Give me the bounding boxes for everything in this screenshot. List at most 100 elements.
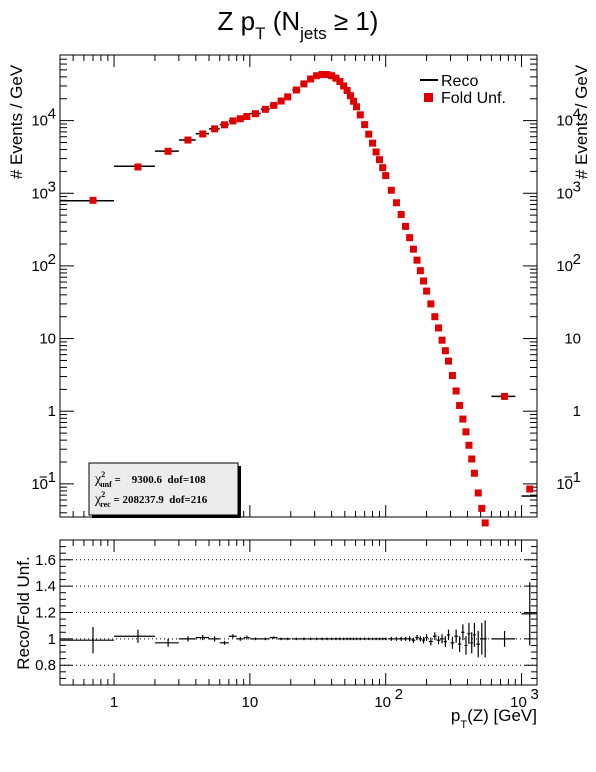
fold-unf-marker	[445, 357, 453, 365]
fold-unf-marker	[452, 387, 460, 395]
legend-reco-label: Reco	[441, 73, 478, 90]
x-tick-label: 10	[374, 694, 391, 711]
main-plot-frame	[59, 54, 538, 518]
fold-unf-marker	[481, 519, 489, 527]
fold-unf-marker	[431, 313, 439, 321]
fold-unf-marker	[361, 121, 369, 129]
legend-fold-unf-label: Fold Unf.	[441, 90, 506, 107]
main-y-axis-title-left: # Events / GeV	[7, 64, 26, 179]
x-tick-label: 10	[242, 694, 259, 711]
fold-unf-marker	[340, 82, 348, 90]
fold-unf-marker	[353, 103, 361, 111]
chi2-box	[88, 462, 239, 516]
fold-unf-marker	[462, 428, 470, 436]
fold-unf-marker	[387, 186, 395, 194]
y-tick-label: 10	[556, 113, 573, 130]
y-tick-label: 10	[556, 476, 573, 493]
fold-unf-marker	[372, 148, 380, 156]
x-tick-label-exponent: 2	[395, 686, 403, 703]
fold-unf-marker	[459, 415, 467, 423]
y-tick-label-exponent: −1	[39, 469, 56, 486]
fold-unf-marker	[134, 163, 142, 171]
x-axis-title: pT(Z) [GeV]	[451, 706, 537, 731]
main-y-axis-title-right: # Events / GeV	[572, 64, 591, 179]
y-tick-label: 10	[556, 258, 573, 275]
y-tick-label-exponent: −1	[564, 469, 581, 486]
fold-unf-marker	[427, 300, 435, 308]
title-sub-t: T	[255, 24, 265, 43]
chi2-stats-box: χ2 unf = 9300.6 dof=108 χ2 rec = 208237.9 …	[88, 462, 241, 518]
fold-unf-marker	[392, 199, 400, 207]
y-tick-label-exponent: 4	[573, 106, 581, 123]
fold-unf-marker	[441, 347, 449, 355]
y-tick-label-exponent: 3	[573, 178, 581, 195]
fold-unf-marker	[409, 245, 417, 253]
fold-unf-marker	[406, 234, 414, 242]
fold-unf-marker	[465, 441, 473, 449]
y-tick-label: 1	[48, 631, 56, 648]
fold-unf-marker	[261, 105, 269, 113]
fold-unf-marker	[318, 70, 326, 78]
fold-unf-marker	[402, 222, 410, 230]
fold-unf-marker	[397, 211, 405, 219]
fold-unf-marker	[468, 455, 476, 463]
y-tick-label: 10	[31, 113, 48, 130]
fold-unf-marker	[229, 117, 237, 125]
legend: Reco Fold Unf.	[420, 73, 506, 107]
x-tick-label-exponent: 3	[531, 686, 539, 703]
fold-unf-marker	[438, 336, 446, 344]
y-tick-label-exponent: 2	[48, 251, 56, 268]
fold-unf-marker	[356, 111, 364, 119]
fold-unf-marker	[284, 93, 292, 101]
fold-unf-marker	[474, 489, 482, 497]
y-tick-label: 1	[573, 403, 581, 420]
y-tick-label: 10	[564, 331, 581, 348]
fold-unf-marker	[365, 130, 373, 138]
fold-unf-marker	[307, 75, 315, 83]
fold-unf-marker	[413, 256, 421, 264]
ratio-axis-tick-labels: 1 10 10 2 10 30.811.21.41.6	[35, 552, 539, 711]
title-sub-jets: jets	[299, 24, 326, 43]
fold-unf-marker	[89, 196, 97, 204]
fold-unf-marker	[292, 86, 300, 94]
fold-unf-marker	[243, 112, 251, 120]
fold-unf-marker	[236, 115, 244, 123]
fold-unf-marker	[199, 130, 207, 138]
fold-unf-marker	[382, 172, 390, 180]
y-tick-label: 10	[31, 476, 48, 493]
y-tick-label: 1.4	[35, 578, 56, 595]
chi2-unf-text: χ2 unf = 9300.6 dof=108	[94, 470, 206, 489]
fold-unf-marker	[416, 267, 424, 275]
chi2-rec-text: χ2 rec = 208237.9 dof=216	[94, 490, 208, 509]
title-main: Z p	[218, 6, 256, 36]
y-tick-label: 10	[31, 258, 48, 275]
ratio-data-layer	[60, 582, 537, 658]
fold-unf-marker	[184, 136, 192, 144]
y-tick-label-exponent: 2	[573, 251, 581, 268]
y-tick-label: 10	[31, 185, 48, 202]
fold-unf-marker	[323, 71, 331, 79]
y-tick-label: 1.2	[35, 605, 56, 622]
y-tick-label: 10	[39, 331, 56, 348]
main-data-layer	[60, 70, 537, 527]
fold-unf-marker	[456, 401, 464, 409]
title-close: ≥ 1)	[327, 6, 379, 36]
fold-unf-marker	[211, 125, 219, 133]
ratio-axis-ticks	[59, 540, 537, 685]
fold-unf-marker	[350, 97, 358, 105]
fold-unf-marker	[375, 156, 383, 164]
fold-unf-marker	[336, 78, 344, 86]
fold-unf-marker	[420, 277, 428, 285]
fold-unf-marker	[270, 101, 278, 109]
fold-unf-marker	[251, 110, 259, 118]
fold-unf-marker	[369, 139, 377, 147]
fold-unf-marker	[435, 324, 443, 332]
fold-unf-marker	[470, 469, 478, 477]
fold-unf-marker	[220, 121, 228, 129]
fold-unf-marker	[332, 74, 340, 82]
y-tick-label: 1.6	[35, 552, 56, 569]
fold-unf-marker	[328, 72, 336, 80]
